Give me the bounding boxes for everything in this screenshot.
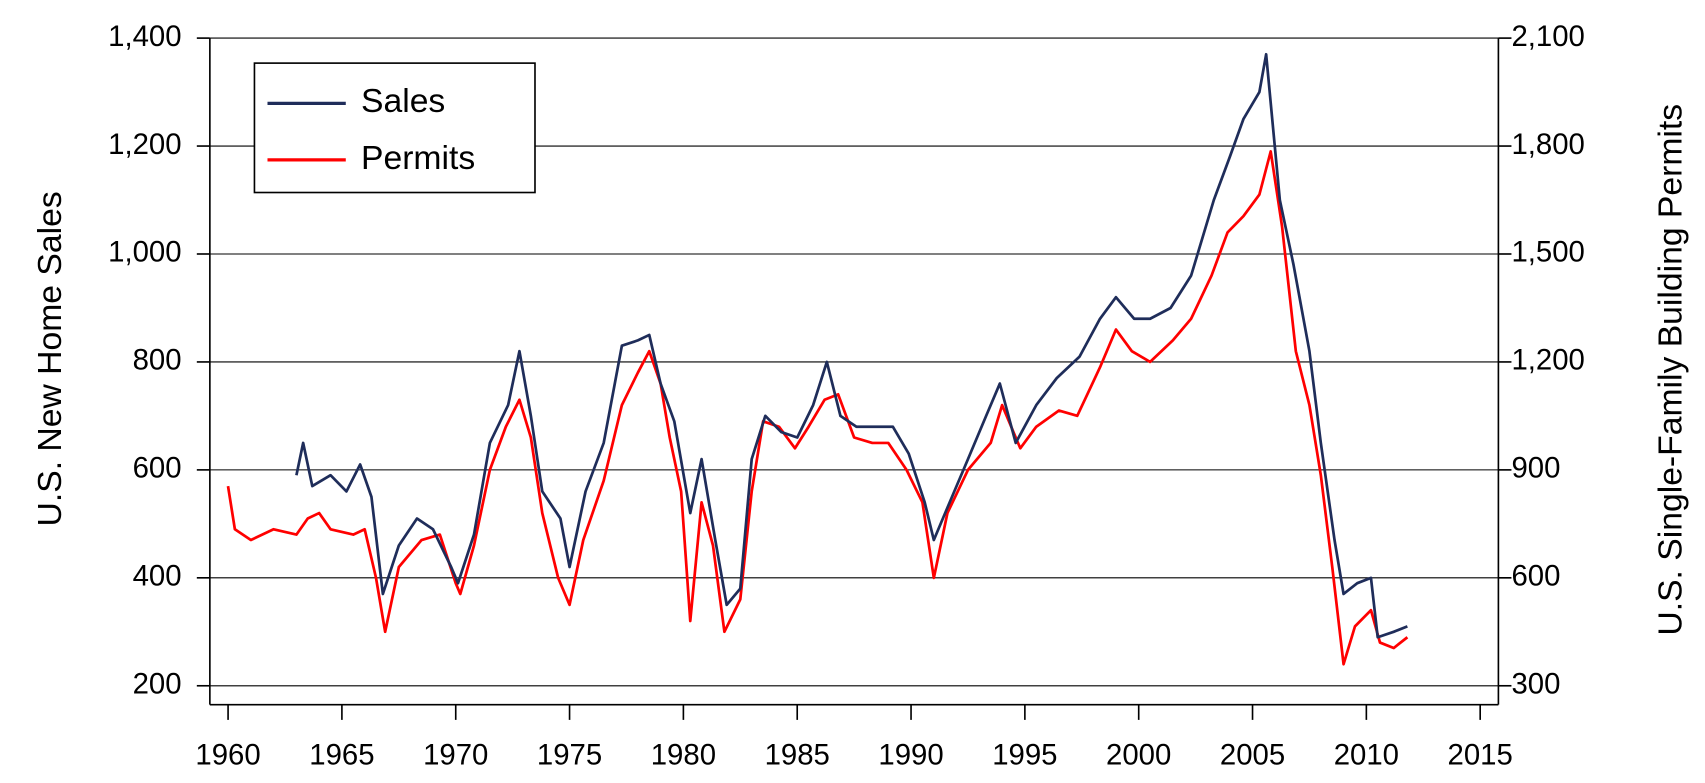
x-tick-label: 1980 [651,739,716,772]
y2-tick-label: 1,500 [1511,236,1584,269]
y2-tick-label: 300 [1511,668,1560,701]
legend-box [253,62,536,194]
x-tick-label: 2010 [1334,739,1399,772]
y-tick-label: 1,000 [108,236,181,269]
legend: Sales Permits [253,62,536,194]
x-tick-label: 1975 [537,739,602,772]
x-tick-label: 1970 [423,739,488,772]
y-tick-label: 600 [133,452,182,485]
x-tick-label: 1985 [765,739,830,772]
y-tick-label: 1,400 [108,20,181,53]
y-tick-label: 400 [133,560,182,593]
x-tick-label: 1990 [878,739,943,772]
series-line [295,52,1408,639]
y2-axis-title: U.S. Single-Family Building Permits [1651,104,1689,636]
y-tick-label: 200 [133,668,182,701]
legend-label: Sales [361,82,445,120]
y-tick-label: 800 [133,344,182,377]
y2-tick-label: 900 [1511,452,1560,485]
x-tick-label: 1965 [309,739,374,772]
y2-tick-label: 2,100 [1511,20,1584,53]
series-line [226,150,1409,666]
legend-label: Permits [361,139,475,177]
y2-tick-label: 1,800 [1511,128,1584,161]
x-tick-label: 1995 [992,739,1057,772]
y2-tick-label: 600 [1511,560,1560,593]
x-tick-label: 2015 [1448,739,1513,772]
y-tick-label: 1,200 [108,128,181,161]
x-tick-label: 2005 [1220,739,1285,772]
y-axis-title: U.S. New Home Sales [31,191,69,526]
x-tick-label: 1960 [195,739,260,772]
x-tick-label: 2000 [1106,739,1171,772]
y2-tick-label: 1,200 [1511,344,1584,377]
